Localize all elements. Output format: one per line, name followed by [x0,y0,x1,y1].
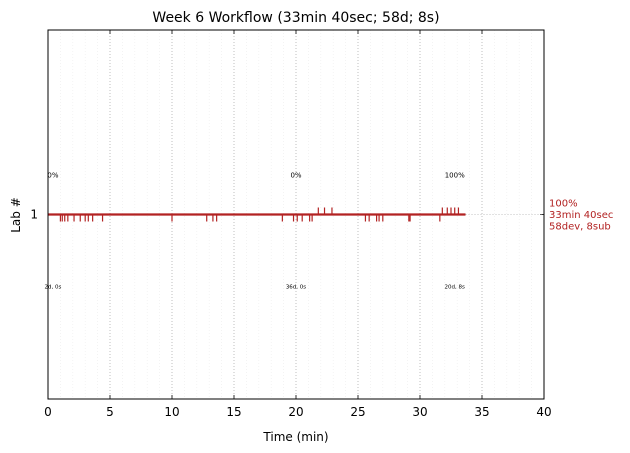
segment-percent-label: 0% [290,172,301,180]
summary-label: 58dev, 8sub [549,222,611,233]
x-tick-label: 0 [44,405,52,419]
segment-count-label: 20d, 8s [445,285,465,291]
segment-count-label: 2d, 0s [45,285,62,291]
chart-title: Week 6 Workflow (33min 40sec; 58d; 8s) [152,10,439,26]
segment-percent-label: 100% [445,172,465,180]
plot-frame [47,29,545,400]
x-tick-label: 25 [350,405,365,419]
x-axis-label: Time (min) [262,430,328,444]
summary-label: 33min 40sec [549,210,613,221]
x-tick-label: 35 [474,405,489,419]
segment-percent-label: 0% [47,172,58,180]
x-tick-label: 30 [412,405,427,419]
segment-count-label: 36d, 0s [286,285,306,291]
x-tick-label: 40 [536,405,551,419]
axis-ticks: 0 5 10 15 20 25 30 35 40 1 [30,30,552,419]
x-tick-label: 5 [106,405,114,419]
y-axis-label: Lab # [9,197,23,233]
x-tick-label: 15 [226,405,241,419]
x-tick-label: 10 [164,405,179,419]
x-tick-label: 20 [288,405,303,419]
summary-label: 100% [549,199,578,210]
y-tick-label: 1 [30,208,38,222]
